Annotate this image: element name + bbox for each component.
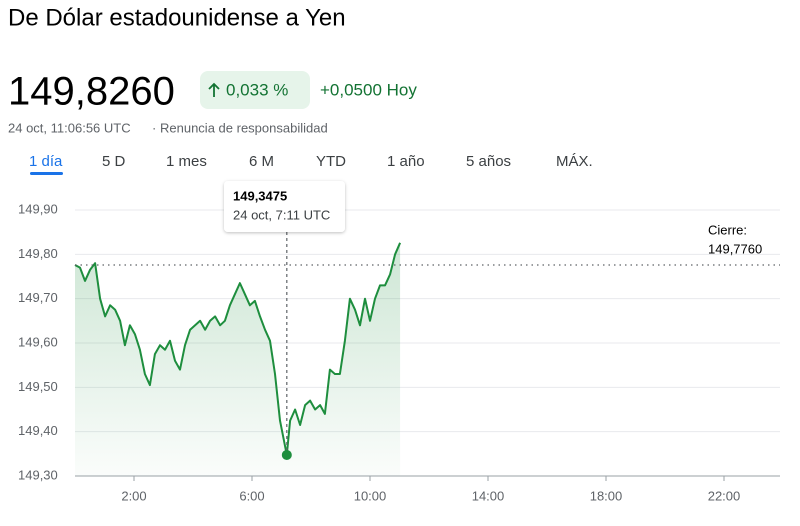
x-tick-label: 6:00 (239, 488, 264, 503)
y-tick-label: 149,30 (18, 467, 58, 482)
area (75, 242, 401, 476)
tab[interactable]: 6 M (249, 153, 274, 170)
price-line (74, 242, 402, 456)
y-tick-label: 149,40 (18, 423, 58, 438)
tab[interactable]: 1 día (29, 153, 63, 170)
y-tick-label: 149,90 (18, 201, 58, 216)
tooltip-time: 24 oct, 7:11 UTC (233, 207, 330, 222)
timestamp: 24 oct, 11:06:56 UTC (8, 120, 131, 135)
x-tick-label: 18:00 (590, 488, 623, 503)
tooltip-box (224, 181, 345, 232)
y-tick-label: 149,50 (18, 379, 58, 394)
title: De Dólar estadounidense a Yen (8, 4, 346, 31)
tab-underline (30, 172, 63, 175)
y-tick-label: 149,60 (18, 334, 58, 349)
tab[interactable]: MÁX. (556, 153, 593, 170)
change-chip (200, 71, 310, 109)
x-tick-label: 2:00 (121, 488, 146, 503)
tooltip-value: 149,3475 (233, 188, 287, 203)
hover-dot (281, 449, 292, 460)
price: 149,8260 (8, 70, 175, 114)
tab[interactable]: YTD (316, 153, 346, 170)
tab[interactable]: 1 mes (166, 153, 207, 170)
y-tick-label: 149,70 (18, 290, 58, 305)
close-title: Cierre: (708, 222, 747, 237)
tab[interactable]: 5 D (102, 153, 126, 170)
change-pct: 0,033 % (226, 80, 288, 99)
close-label: 149,7760 (708, 241, 762, 256)
tab[interactable]: 5 años (466, 153, 511, 170)
x-tick-label: 14:00 (472, 488, 505, 503)
x-tick-label: 22:00 (708, 488, 741, 503)
up-arrow (208, 82, 220, 97)
x-tick-label: 10:00 (354, 488, 387, 503)
disclaimer[interactable]: Renuncia de responsabilidad (160, 120, 328, 135)
tab[interactable]: 1 año (387, 153, 425, 170)
y-tick-label: 149,80 (18, 246, 58, 261)
separator: · (152, 120, 156, 135)
change-abs: +0,0500 Hoy (320, 80, 417, 99)
